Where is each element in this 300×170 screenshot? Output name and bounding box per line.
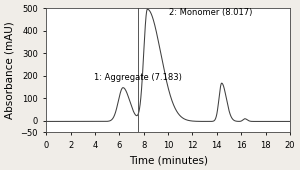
X-axis label: Time (minutes): Time (minutes) [129, 155, 208, 165]
Text: 2: Monomer (8.017): 2: Monomer (8.017) [169, 8, 253, 17]
Text: 1: Aggregate (7.183): 1: Aggregate (7.183) [94, 73, 182, 82]
Y-axis label: Absorbance (mAU): Absorbance (mAU) [5, 21, 15, 119]
